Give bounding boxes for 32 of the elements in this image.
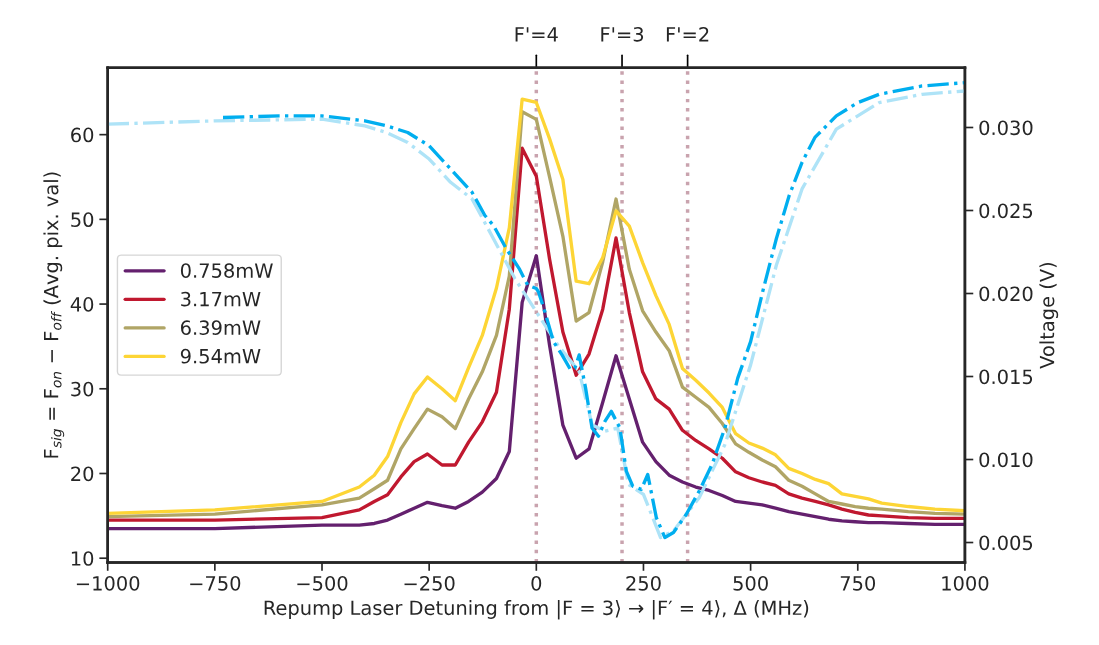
x-tick-label: −250 [404, 575, 455, 591]
y2-tick-label: 0.005 [979, 535, 1033, 551]
line-series [107, 254, 965, 531]
y-tick-label: 40 [70, 297, 94, 312]
y2-tick-label: 0.010 [979, 452, 1033, 468]
annotation: F'=3 [601, 26, 644, 42]
annotation: F'=2 [666, 26, 709, 42]
x-tick-label: 1000 [942, 575, 989, 591]
y-tick-label: 60 [71, 127, 94, 143]
y2-tick-label: 0.030 [979, 120, 1033, 136]
y-tick-label: 20 [71, 466, 94, 482]
y2-tick-label: 0.020 [979, 286, 1033, 302]
x-tick-label: −500 [297, 575, 348, 591]
x-axis-title: Repump Laser Detuning from |F = 3⟩ → |F′ = 4⟩, Δ (MHz) [264, 600, 809, 620]
legend-label: 3.17mW [181, 291, 261, 307]
legend-label: 0.758mW [180, 263, 273, 278]
y-axis-title: F$_{sig}$ = F$_{on}$ − F$_{off}$ (Avg. pix. val) [43, 172, 65, 458]
y2-tick-label: 0.025 [979, 203, 1033, 219]
y2-axis-title: Voltage (V) [1039, 262, 1059, 369]
y-tick-label: 10 [71, 551, 94, 566]
x-tick-label: 750 [840, 575, 876, 591]
x-tick-label: −1000 [76, 575, 140, 591]
x-tick-label: 0 [531, 575, 542, 591]
y-tick-label: 30 [71, 381, 94, 397]
x-tick-label: 500 [733, 575, 768, 591]
y2-tick-label: 0.015 [979, 369, 1033, 385]
annotation: F'=4 [515, 27, 558, 42]
x-tick-label: 250 [626, 575, 661, 591]
x-tick-label: −750 [190, 575, 241, 591]
legend-label: 9.54mW [180, 348, 261, 364]
legend-label: 6.39mW [181, 320, 261, 335]
y-tick-label: 50 [71, 212, 94, 228]
